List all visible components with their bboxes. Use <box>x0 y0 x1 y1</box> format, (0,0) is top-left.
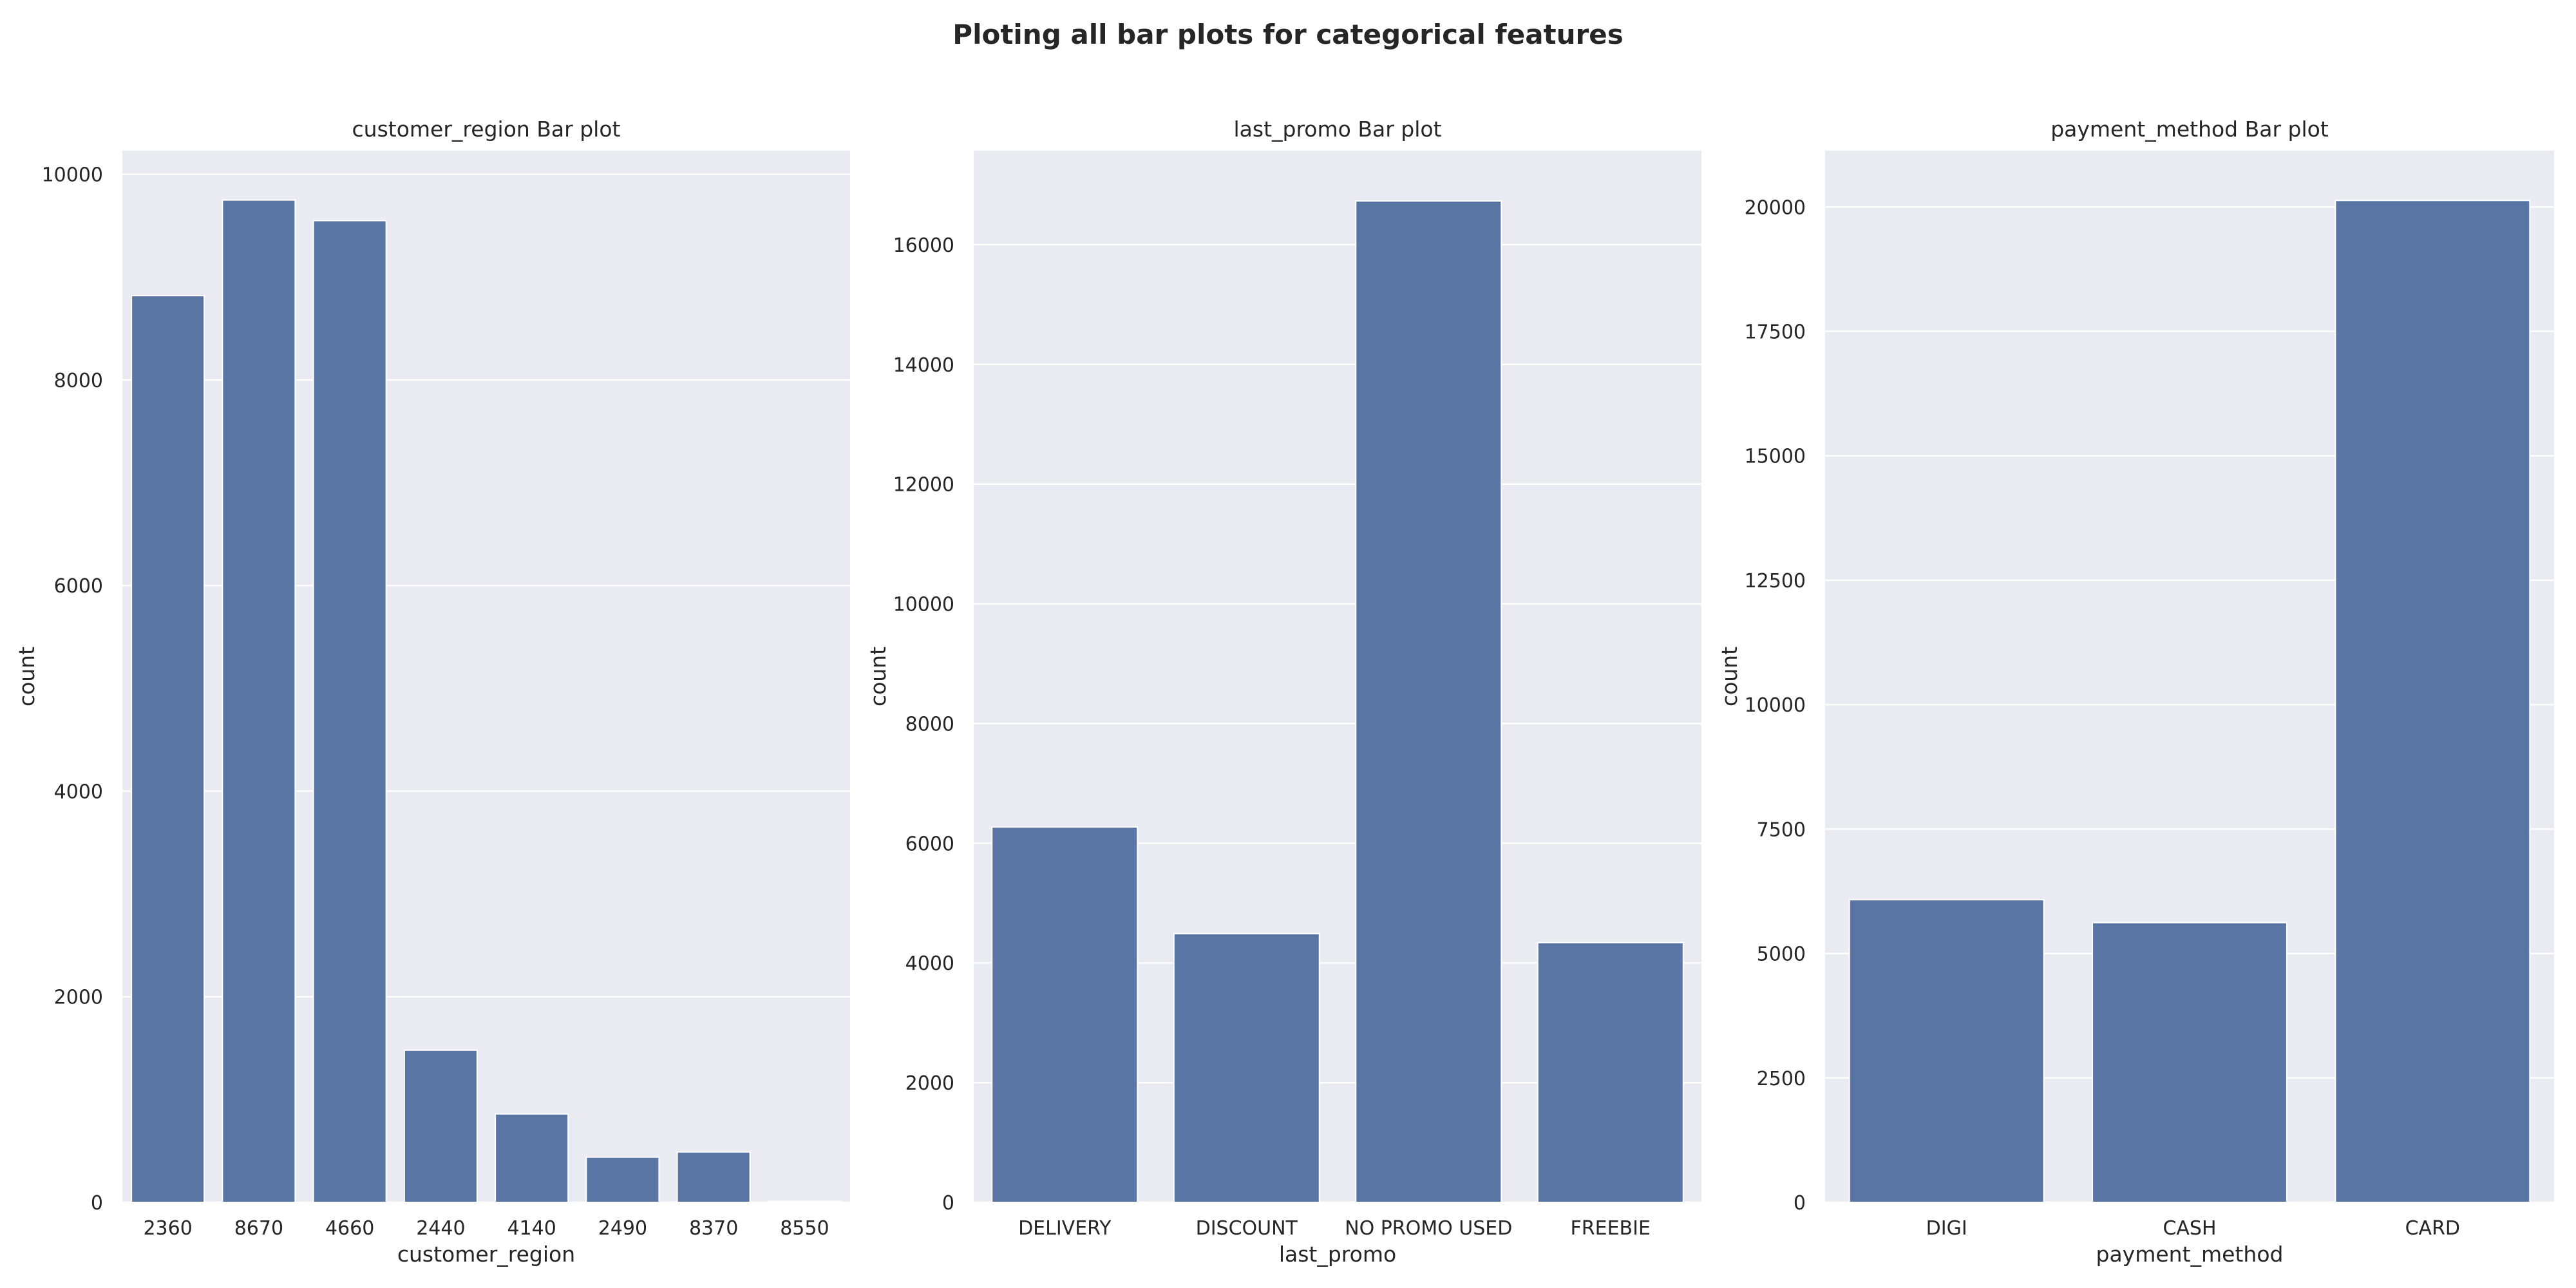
bar-discount <box>1173 933 1320 1203</box>
y-tick-label: 12000 <box>893 474 954 497</box>
y-tick-label: 2000 <box>905 1072 954 1095</box>
y-tick-label: 10000 <box>893 594 954 616</box>
x-tick-label: DIGI <box>1926 1217 1967 1240</box>
y-tick-label: 4000 <box>54 781 103 803</box>
subplots: 0 2000 4000 6000 8000 10000 2360 8670 4660 2440 41… <box>14 117 2554 1267</box>
x-tick-label: FREEBIE <box>1571 1217 1651 1240</box>
subplot-title: last_promo Bar plot <box>1234 117 1442 142</box>
bar-card <box>2334 200 2531 1204</box>
y-tick-label: 0 <box>91 1192 103 1215</box>
y-tick-label: 8000 <box>905 713 954 735</box>
y-tick-label: 2500 <box>1757 1068 1806 1090</box>
bar-freebie <box>1537 942 1684 1204</box>
x-tick-label: 2360 <box>143 1217 192 1240</box>
x-axis-label: payment_method <box>2096 1242 2284 1267</box>
subplot-title: payment_method Bar plot <box>2050 117 2329 142</box>
bar-cash <box>2092 922 2287 1204</box>
subplot-3: 0 2500 5000 7500 10000 12500 15000 17500 20000 DI… <box>1717 117 2554 1267</box>
y-tick-label: 4000 <box>905 952 954 975</box>
subplot-1: 0 2000 4000 6000 8000 10000 2360 8670 4660 2440 41… <box>14 117 850 1267</box>
y-tick-label: 2000 <box>54 987 103 1009</box>
bar-2490 <box>585 1156 660 1203</box>
y-tick-label: 14000 <box>893 354 954 377</box>
x-tick-label: CARD <box>2405 1217 2460 1240</box>
y-tick-label: 5000 <box>1757 943 1806 966</box>
x-tick-label: 2490 <box>598 1217 647 1240</box>
subplot-2: 0 2000 4000 6000 8000 10000 12000 14000 16000 DEL… <box>866 117 1701 1267</box>
x-tick-label: DISCOUNT <box>1196 1217 1298 1240</box>
y-tick-label: 17500 <box>1745 321 1806 344</box>
bar-8370 <box>676 1151 751 1203</box>
x-axis-label: customer_region <box>397 1242 575 1267</box>
x-tick-label: 4140 <box>507 1217 556 1240</box>
bar-8550 <box>767 1200 842 1203</box>
y-tick-label: 15000 <box>1745 446 1806 468</box>
bar-delivery <box>991 826 1139 1203</box>
bar-4660 <box>312 220 387 1204</box>
bar-no-promo-used <box>1355 200 1502 1204</box>
x-tick-label: 8550 <box>780 1217 829 1240</box>
y-tick-label: 6000 <box>905 833 954 855</box>
y-tick-label: 8000 <box>54 370 103 392</box>
x-tick-label: 8370 <box>689 1217 738 1240</box>
y-axis-label: count <box>14 647 39 706</box>
y-tick-label: 16000 <box>893 234 954 257</box>
subplot-title: customer_region Bar plot <box>352 117 621 142</box>
bar-8670 <box>222 199 296 1203</box>
x-tick-label: DELIVERY <box>1018 1217 1112 1240</box>
x-tick-label: 4660 <box>325 1217 374 1240</box>
x-tick-label: 2440 <box>416 1217 465 1240</box>
figure-title: Ploting all bar plots for categorical fe… <box>952 19 1623 50</box>
y-tick-label: 12500 <box>1745 570 1806 592</box>
bar-4140 <box>495 1113 569 1204</box>
x-tick-label: NO PROMO USED <box>1345 1217 1512 1240</box>
y-tick-label: 0 <box>942 1192 954 1215</box>
bar-digi <box>1848 899 2045 1204</box>
x-tick-label: 8670 <box>234 1217 283 1240</box>
y-tick-label: 10000 <box>1745 694 1806 717</box>
bar-2360 <box>131 295 205 1203</box>
y-tick-label: 6000 <box>54 575 103 598</box>
y-axis-label: count <box>1717 647 1742 706</box>
y-tick-label: 10000 <box>42 164 103 187</box>
bar-2440 <box>403 1049 478 1203</box>
y-tick-label: 0 <box>1794 1192 1806 1215</box>
y-tick-label: 20000 <box>1745 196 1806 219</box>
y-axis-label: count <box>866 647 891 706</box>
x-axis-label: last_promo <box>1279 1242 1396 1267</box>
x-tick-label: CASH <box>2163 1217 2216 1240</box>
y-tick-label: 7500 <box>1757 819 1806 841</box>
